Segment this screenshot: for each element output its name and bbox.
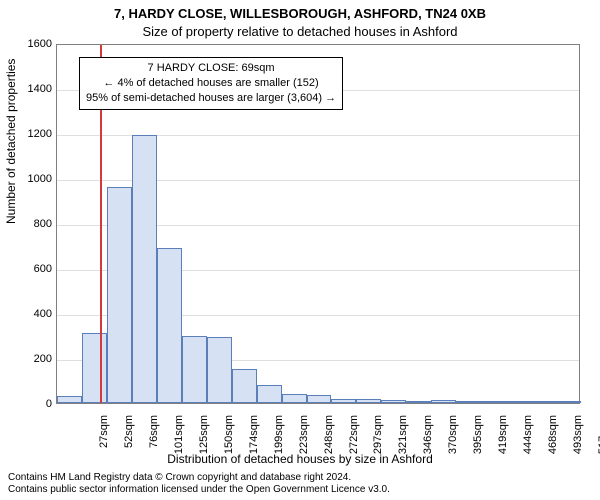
x-tick-label: 272sqm <box>348 415 360 465</box>
annotation-line2: ← 4% of detached houses are smaller (152… <box>86 76 336 91</box>
annotation-box: 7 HARDY CLOSE: 69sqm ← 4% of detached ho… <box>79 57 343 110</box>
histogram-bar <box>381 400 406 403</box>
y-tick-label: 1600 <box>12 38 52 50</box>
histogram-bar <box>182 336 207 404</box>
histogram-bar <box>506 401 531 403</box>
histogram-bar <box>431 400 456 403</box>
annotation-line3: 95% of semi-detached houses are larger (… <box>86 91 336 106</box>
histogram-bar <box>232 369 257 403</box>
histogram-bar <box>107 187 132 403</box>
footer-line2: Contains public sector information licen… <box>8 484 390 496</box>
histogram-bar <box>307 395 332 403</box>
x-tick-label: 395sqm <box>472 415 484 465</box>
x-tick-label: 493sqm <box>572 415 584 465</box>
histogram-bar <box>356 399 381 403</box>
x-tick-label: 444sqm <box>522 415 534 465</box>
chart-title-line1: 7, HARDY CLOSE, WILLESBOROUGH, ASHFORD, … <box>0 6 600 21</box>
histogram-bar <box>331 399 356 404</box>
y-tick-label: 400 <box>12 308 52 320</box>
x-tick-label: 52sqm <box>123 415 135 465</box>
x-tick-label: 174sqm <box>248 415 260 465</box>
x-tick-label: 346sqm <box>422 415 434 465</box>
chart-container: 7, HARDY CLOSE, WILLESBOROUGH, ASHFORD, … <box>0 0 600 500</box>
x-tick-label: 468sqm <box>547 415 559 465</box>
y-tick-label: 200 <box>12 353 52 365</box>
x-tick-label: 321sqm <box>397 415 409 465</box>
histogram-bar <box>481 401 506 403</box>
y-tick-label: 800 <box>12 218 52 230</box>
footer: Contains HM Land Registry data © Crown c… <box>8 472 390 496</box>
histogram-bar <box>456 401 481 403</box>
y-tick-label: 1200 <box>12 128 52 140</box>
x-tick-label: 370sqm <box>447 415 459 465</box>
annotation-line1: 7 HARDY CLOSE: 69sqm <box>86 61 336 76</box>
histogram-bar <box>282 394 307 403</box>
y-tick-label: 600 <box>12 263 52 275</box>
x-tick-label: 248sqm <box>323 415 335 465</box>
histogram-bar <box>207 337 232 403</box>
histogram-bar <box>57 396 82 403</box>
x-tick-label: 223sqm <box>298 415 310 465</box>
x-tick-label: 199sqm <box>273 415 285 465</box>
histogram-bar <box>82 333 107 403</box>
chart-title-line2: Size of property relative to detached ho… <box>0 24 600 39</box>
x-tick-label: 27sqm <box>98 415 110 465</box>
y-tick-label: 1400 <box>12 83 52 95</box>
x-tick-label: 76sqm <box>148 415 160 465</box>
histogram-bar <box>157 248 182 403</box>
x-tick-label: 297sqm <box>372 415 384 465</box>
footer-line1: Contains HM Land Registry data © Crown c… <box>8 472 390 484</box>
histogram-bar <box>132 135 157 403</box>
y-tick-label: 0 <box>12 398 52 410</box>
y-tick-label: 1000 <box>12 173 52 185</box>
x-tick-label: 419sqm <box>497 415 509 465</box>
x-tick-label: 150sqm <box>223 415 235 465</box>
histogram-bar <box>556 401 581 403</box>
histogram-bar <box>406 401 431 403</box>
histogram-bar <box>257 385 282 403</box>
histogram-bar <box>531 401 556 403</box>
plot-area: 7 HARDY CLOSE: 69sqm ← 4% of detached ho… <box>56 44 580 404</box>
x-tick-label: 101sqm <box>173 415 185 465</box>
x-tick-label: 125sqm <box>198 415 210 465</box>
